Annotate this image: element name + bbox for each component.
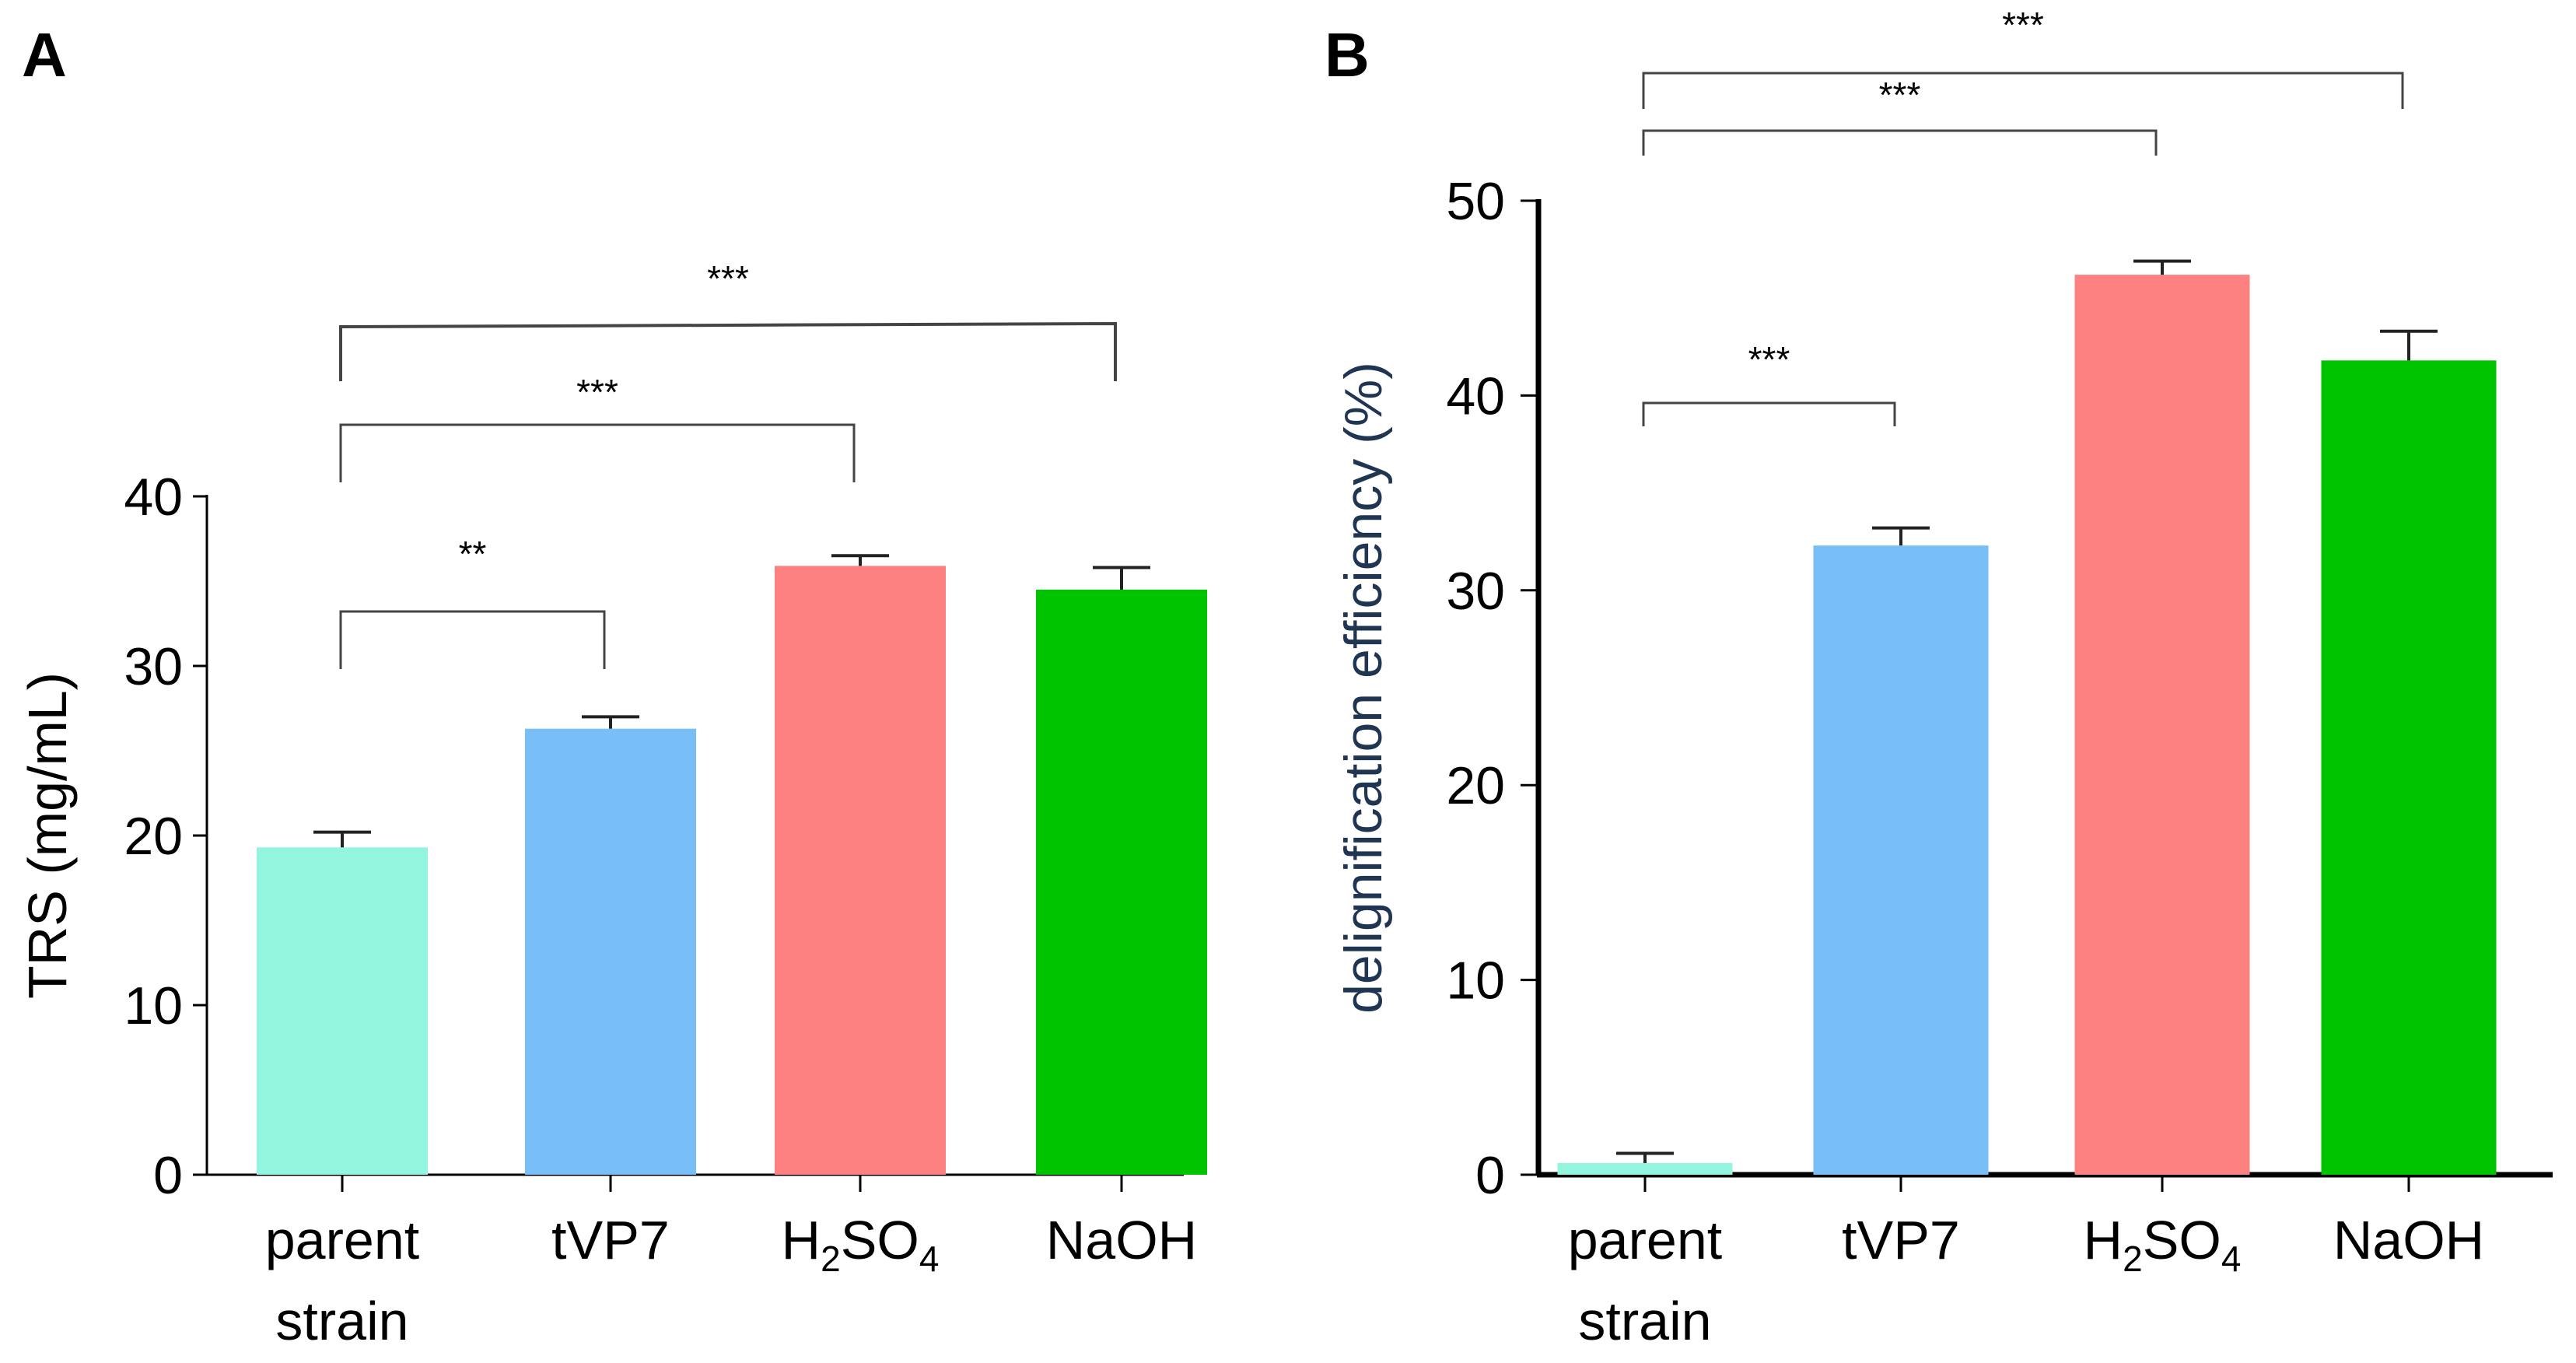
y-tick-label: 0 (153, 1146, 183, 1205)
x-tick-label: strain (275, 1291, 408, 1351)
y-tick-label: 30 (124, 637, 183, 696)
x-tick-label: tVP7 (551, 1210, 670, 1270)
y-axis-title: delignification efficiency (%) (1334, 362, 1393, 1014)
bar (2074, 275, 2250, 1176)
significance-label: *** (1879, 75, 1921, 115)
panel-a: A 0 10 20 30 40 TRS (mg/mL) parent strain tVP7 H2S… (17, 20, 1207, 1351)
y-tick-label: 20 (1446, 756, 1505, 815)
significance-bracket (339, 610, 606, 669)
significance-label: *** (2002, 5, 2044, 45)
bar (775, 566, 946, 1175)
x-tick-label: parent (1568, 1210, 1722, 1270)
x-tick-label: tVP7 (1842, 1210, 1960, 1270)
panel-letter: A (22, 20, 67, 89)
y-tick-label: 40 (124, 468, 183, 527)
x-tick-label: parent (265, 1210, 419, 1270)
significance-bracket (1642, 129, 2158, 156)
bar (1813, 545, 1989, 1175)
x-tick-label: H2SO4 (2084, 1210, 2242, 1279)
y-tick-label: 10 (1446, 951, 1505, 1011)
x-tick-label: H2SO4 (782, 1210, 940, 1279)
significance-label: *** (707, 258, 749, 299)
significance-bracket (339, 321, 1117, 381)
significance-bracket (1642, 72, 2404, 109)
bar (1557, 1162, 1733, 1175)
y-tick-label: 40 (1446, 366, 1505, 426)
bar (1036, 589, 1207, 1175)
significance-bracket (1642, 401, 1896, 426)
bar (2321, 360, 2497, 1175)
y-tick-label: 30 (1446, 562, 1505, 621)
x-tick-label: NaOH (1046, 1210, 1197, 1270)
bar (525, 728, 696, 1175)
significance-label: *** (576, 372, 618, 412)
bar (257, 847, 428, 1175)
x-tick-label: NaOH (2333, 1210, 2484, 1270)
x-tick-label: strain (1578, 1291, 1711, 1351)
y-axis-title: TRS (mg/mL) (17, 672, 78, 999)
y-tick-label: 50 (1446, 172, 1505, 231)
panel-b: B 0 10 20 30 40 50 delignification efficiency (… (1325, 5, 2553, 1351)
significance-label: ** (459, 534, 487, 574)
y-tick-label: 10 (124, 976, 183, 1035)
significance-bracket (339, 423, 856, 482)
y-tick-label: 20 (124, 807, 183, 866)
panel-letter: B (1325, 20, 1370, 89)
significance-label: *** (1748, 339, 1790, 380)
y-tick-label: 0 (1475, 1146, 1505, 1205)
